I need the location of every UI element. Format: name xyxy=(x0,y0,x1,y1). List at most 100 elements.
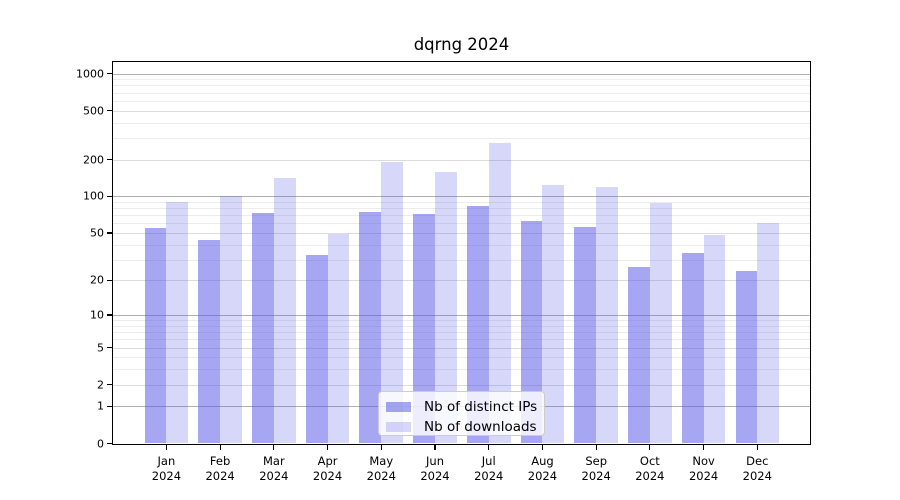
legend-label-downloads: Nb of downloads xyxy=(424,419,537,435)
y-tick-mark xyxy=(107,346,113,349)
y-tick-label: 50 xyxy=(90,226,104,240)
x-tick-label: Oct 2024 xyxy=(635,453,665,484)
bar-ips-dec xyxy=(735,271,758,444)
x-tick-label: May 2024 xyxy=(366,453,396,484)
x-tick-mark xyxy=(273,445,275,450)
x-tick-label: Jan 2024 xyxy=(151,453,182,484)
y-tick-mark xyxy=(107,405,113,407)
y-gridline xyxy=(113,315,810,317)
legend-item-ips: Nb of distinct IPs xyxy=(379,399,544,415)
y-tick-label: 500 xyxy=(83,104,104,118)
y-gridline xyxy=(113,384,810,386)
bar-ips-feb xyxy=(198,239,221,444)
x-tick-mark xyxy=(703,445,705,450)
plot-area xyxy=(113,62,810,444)
x-tick-mark xyxy=(756,445,758,450)
y-minor-gridline xyxy=(113,325,810,327)
y-minor-gridline xyxy=(113,208,810,210)
y-tick-mark xyxy=(107,279,113,282)
bar-downloads-may xyxy=(381,161,404,444)
y-minor-gridline xyxy=(113,92,810,94)
x-tick-mark xyxy=(219,445,221,450)
y-tick-mark xyxy=(107,384,113,386)
y-gridline xyxy=(113,159,810,161)
y-minor-gridline xyxy=(113,122,810,124)
bar-ips-mar xyxy=(252,213,274,444)
y-tick-mark xyxy=(107,314,113,316)
y-minor-gridline xyxy=(113,244,810,246)
y-minor-gridline xyxy=(113,339,810,341)
y-minor-gridline xyxy=(113,79,810,81)
x-tick-label: Jun 2024 xyxy=(420,453,450,484)
y-minor-gridline xyxy=(113,369,810,371)
y-tick-mark xyxy=(107,110,113,112)
legend-swatch-ips-icon xyxy=(386,402,411,412)
y-tick-mark xyxy=(107,232,113,234)
bar-downloads-sep xyxy=(596,186,618,444)
bar-downloads-jun xyxy=(435,172,457,444)
bar-ips-apr xyxy=(305,254,328,444)
y-minor-gridline xyxy=(113,259,810,261)
bar-ips-jan xyxy=(144,227,167,444)
bar-downloads-jan xyxy=(166,201,189,444)
x-tick-label: Nov 2024 xyxy=(688,453,719,484)
bar-ips-aug xyxy=(520,220,543,444)
y-minor-gridline xyxy=(113,320,810,322)
y-minor-gridline xyxy=(113,332,810,334)
y-tick-label: 2 xyxy=(97,378,104,392)
bar-downloads-dec xyxy=(757,223,780,444)
y-tick-label: 10 xyxy=(90,308,104,322)
bar-downloads-mar xyxy=(273,178,296,444)
x-tick-mark xyxy=(595,445,597,450)
bar-downloads-feb xyxy=(220,195,242,444)
bar-ips-sep xyxy=(574,226,597,444)
y-gridline xyxy=(113,110,810,112)
y-tick-label: 0 xyxy=(97,437,104,450)
bar-ips-nov xyxy=(681,253,704,444)
y-tick-mark xyxy=(107,158,113,161)
y-minor-gridline xyxy=(113,137,810,139)
bar-ips-jul xyxy=(466,206,489,444)
x-tick-mark xyxy=(380,445,382,450)
y-gridline xyxy=(113,232,810,234)
y-gridline xyxy=(113,280,810,282)
legend: Nb of distinct IPs Nb of downloads xyxy=(378,391,545,436)
y-tick-label: 200 xyxy=(83,153,104,166)
y-tick-label: 20 xyxy=(90,273,104,287)
y-tick-mark xyxy=(107,195,113,197)
x-tick-mark xyxy=(541,445,544,450)
bar-downloads-aug xyxy=(542,185,565,444)
y-gridline xyxy=(113,73,810,75)
x-tick-mark xyxy=(649,445,651,450)
y-tick-label: 5 xyxy=(97,341,104,355)
x-tick-mark xyxy=(434,445,436,450)
y-gridline xyxy=(113,347,810,349)
y-minor-gridline xyxy=(113,100,810,102)
x-tick-label: Dec 2024 xyxy=(742,453,772,484)
x-tick-label: Aug 2024 xyxy=(527,453,558,484)
legend-swatch-downloads-icon xyxy=(386,422,411,432)
legend-item-downloads: Nb of downloads xyxy=(379,419,544,435)
bar-ips-oct xyxy=(628,267,650,444)
bar-downloads-nov xyxy=(703,235,726,444)
y-minor-gridline xyxy=(113,201,810,203)
y-tick-label: 1 xyxy=(97,399,104,413)
bar-ips-jun xyxy=(413,213,435,444)
bar-downloads-apr xyxy=(327,234,350,444)
y-minor-gridline xyxy=(113,215,810,217)
y-minor-gridline xyxy=(113,357,810,359)
y-gridline xyxy=(113,196,810,198)
bar-downloads-jul xyxy=(488,142,511,444)
legend-label-ips: Nb of distinct IPs xyxy=(424,399,538,415)
x-tick-mark xyxy=(165,445,167,450)
chart-title: dqrng 2024 xyxy=(413,35,510,54)
x-tick-label: Mar 2024 xyxy=(259,453,289,484)
x-tick-label: Jul 2024 xyxy=(474,453,504,484)
x-tick-label: Sep 2024 xyxy=(581,453,611,484)
y-tick-mark xyxy=(107,72,113,75)
y-minor-gridline xyxy=(113,223,810,225)
bar-downloads-oct xyxy=(649,203,672,444)
x-tick-label: Feb 2024 xyxy=(205,453,235,484)
x-tick-mark xyxy=(488,445,490,450)
